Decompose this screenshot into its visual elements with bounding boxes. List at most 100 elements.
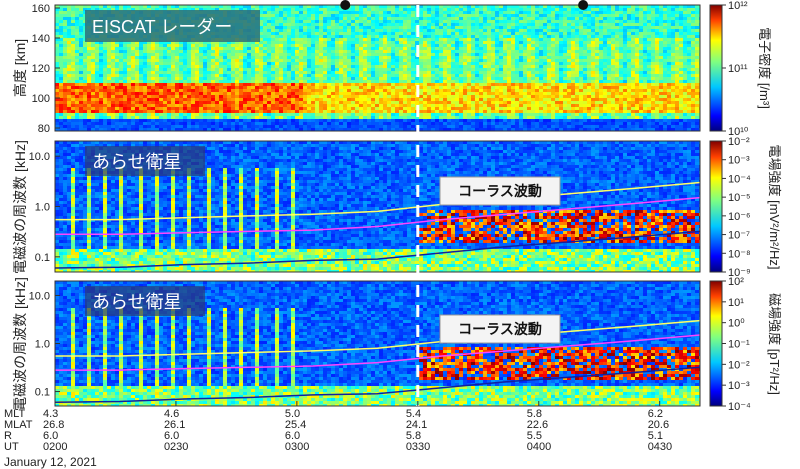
heatmap-cell (119, 113, 123, 116)
heatmap-cell (127, 59, 131, 62)
heatmap-cell (255, 47, 259, 50)
heatmap-cell (263, 89, 267, 92)
heatmap-cell (259, 47, 263, 50)
heatmap-cell (411, 41, 415, 44)
heatmap-cell (459, 62, 463, 65)
heatmap-cell (423, 44, 427, 47)
heatmap-cell (107, 101, 111, 104)
heatmap-cell (403, 50, 407, 53)
heatmap-cell (343, 98, 347, 101)
heatmap-cell (199, 89, 203, 92)
heatmap-cell (479, 92, 483, 95)
heatmap-cell (395, 101, 399, 104)
heatmap-cell (527, 53, 531, 56)
heatmap-cell (383, 125, 387, 128)
heatmap-cell (463, 14, 467, 17)
heatmap-cell (303, 8, 307, 11)
heatmap-cell (151, 107, 155, 110)
heatmap-cell (487, 23, 491, 26)
heatmap-cell (423, 35, 427, 38)
heatmap-cell (475, 59, 479, 62)
heatmap-cell (267, 101, 271, 104)
heatmap-cell (511, 20, 515, 23)
heatmap-cell (175, 86, 179, 89)
heatmap-cell (175, 80, 179, 83)
heatmap-cell (487, 47, 491, 50)
heatmap-cell (511, 113, 515, 116)
heatmap-cell (491, 89, 495, 92)
heatmap-cell (519, 104, 523, 107)
heatmap-cell (363, 23, 367, 26)
heatmap-cell (443, 92, 447, 95)
heatmap-cell (135, 74, 139, 77)
heatmap-cell (467, 26, 471, 29)
heatmap-cell (147, 83, 151, 86)
heatmap-cell (275, 47, 279, 50)
heatmap-cell (471, 17, 475, 20)
heatmap-cell (507, 53, 511, 56)
heatmap-cell (387, 38, 391, 41)
heatmap-cell (487, 53, 491, 56)
heatmap-cell (199, 128, 203, 131)
heatmap-cell (303, 62, 307, 65)
heatmap-cell (95, 107, 99, 110)
heatmap-cell (315, 74, 319, 77)
heatmap-cell (223, 56, 227, 59)
heatmap-cell (427, 50, 431, 53)
heatmap-cell (159, 92, 163, 95)
heatmap-cell (331, 29, 335, 32)
heatmap-cell (323, 74, 327, 77)
heatmap-cell (123, 56, 127, 59)
heatmap-cell (523, 32, 527, 35)
heatmap-cell (235, 44, 239, 47)
heatmap-cell (455, 62, 459, 65)
heatmap-cell (391, 89, 395, 92)
heatmap-cell (491, 29, 495, 32)
heatmap-cell (171, 80, 175, 83)
heatmap-cell (487, 71, 491, 74)
heatmap-cell (483, 77, 487, 80)
heatmap-cell (107, 116, 111, 119)
heatmap-cell (63, 29, 67, 32)
heatmap-cell (55, 62, 59, 65)
heatmap-cell (175, 98, 179, 101)
heatmap-cell (467, 110, 471, 113)
heatmap-cell (207, 8, 211, 11)
heatmap-cell (83, 62, 87, 65)
heatmap-cell (183, 89, 187, 92)
heatmap-cell (327, 59, 331, 62)
heatmap-cell (83, 77, 87, 80)
heatmap-cell (123, 65, 127, 68)
heatmap-cell (315, 71, 319, 74)
heatmap-cell (103, 101, 107, 104)
heatmap-cell (67, 104, 71, 107)
heatmap-cell (339, 113, 343, 116)
heatmap-cell (103, 44, 107, 47)
heatmap-cell (59, 8, 63, 11)
heatmap-cell (367, 26, 371, 29)
heatmap-cell (375, 38, 379, 41)
heatmap-cell (103, 110, 107, 113)
heatmap-cell (367, 14, 371, 17)
heatmap-cell (515, 122, 519, 125)
heatmap-cell (207, 74, 211, 77)
heatmap-cell (339, 77, 343, 80)
heatmap-cell (227, 89, 231, 92)
heatmap-cell (311, 32, 315, 35)
heatmap-cell (291, 29, 295, 32)
heatmap-cell (99, 89, 103, 92)
heatmap-cell (147, 59, 151, 62)
heatmap-cell (343, 83, 347, 86)
heatmap-cell (247, 89, 251, 92)
heatmap-cell (215, 83, 219, 86)
heatmap-cell (367, 44, 371, 47)
heatmap-cell (507, 77, 511, 80)
heatmap-cell (307, 80, 311, 83)
heatmap-cell (71, 23, 75, 26)
heatmap-cell (495, 59, 499, 62)
heatmap-cell (219, 128, 223, 131)
heatmap-cell (435, 35, 439, 38)
heatmap-cell (455, 56, 459, 59)
heatmap-cell (259, 128, 263, 131)
heatmap-cell (143, 116, 147, 119)
